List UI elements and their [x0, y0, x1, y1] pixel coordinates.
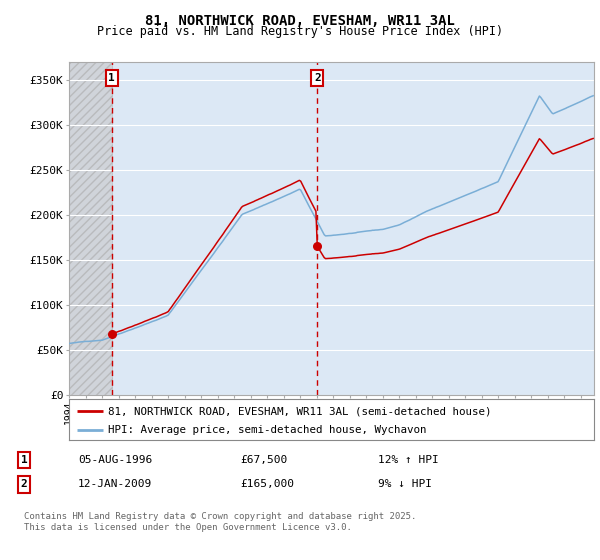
Text: 81, NORTHWICK ROAD, EVESHAM, WR11 3AL: 81, NORTHWICK ROAD, EVESHAM, WR11 3AL: [145, 14, 455, 28]
Point: [107, 329, 116, 338]
Text: £67,500: £67,500: [240, 455, 287, 465]
Text: 1: 1: [109, 73, 115, 83]
Text: 9% ↓ HPI: 9% ↓ HPI: [378, 479, 432, 489]
Text: 2: 2: [314, 73, 320, 83]
Text: Price paid vs. HM Land Registry's House Price Index (HPI): Price paid vs. HM Land Registry's House …: [97, 25, 503, 38]
Text: £165,000: £165,000: [240, 479, 294, 489]
Text: 1: 1: [20, 455, 28, 465]
Point: [313, 242, 322, 251]
Text: 12% ↑ HPI: 12% ↑ HPI: [378, 455, 439, 465]
Text: 81, NORTHWICK ROAD, EVESHAM, WR11 3AL (semi-detached house): 81, NORTHWICK ROAD, EVESHAM, WR11 3AL (s…: [109, 407, 492, 417]
Text: 2: 2: [20, 479, 28, 489]
Text: 12-JAN-2009: 12-JAN-2009: [78, 479, 152, 489]
Text: 05-AUG-1996: 05-AUG-1996: [78, 455, 152, 465]
Text: HPI: Average price, semi-detached house, Wychavon: HPI: Average price, semi-detached house,…: [109, 424, 427, 435]
Bar: [69, 62, 112, 395]
Text: Contains HM Land Registry data © Crown copyright and database right 2025.
This d: Contains HM Land Registry data © Crown c…: [24, 512, 416, 532]
